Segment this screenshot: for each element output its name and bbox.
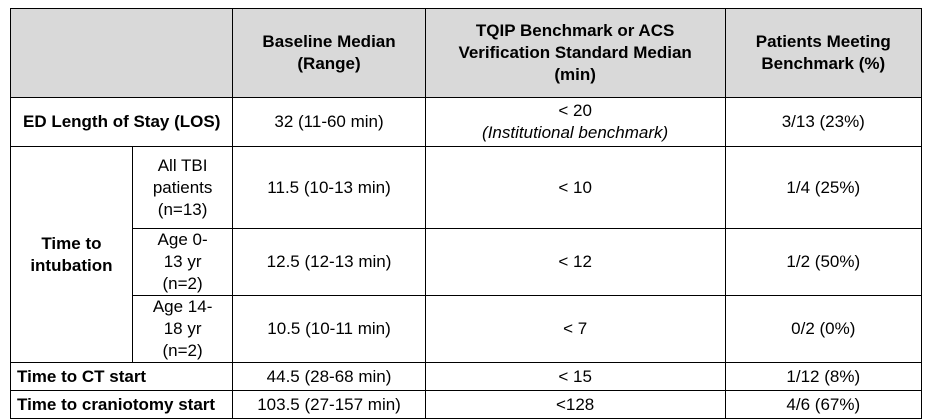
header-cell: Patients Meeting Benchmark (%) xyxy=(724,8,923,98)
row: ED Length of Stay (LOS) 32 (11-60 min) <… xyxy=(9,97,923,147)
cell: 10.5 (10-11 min) xyxy=(232,295,426,363)
cell: 12.5 (12-13 min) xyxy=(232,228,426,296)
header-cell: Baseline Median (Range) xyxy=(232,8,426,98)
benchmark-table: Baseline Median (Range) TQIP Benchmark o… xyxy=(9,8,923,419)
note: (Institutional benchmark) xyxy=(482,123,669,142)
sub-label: All TBI patients (n=13) xyxy=(131,146,234,229)
row: Time to craniotomy start 103.5 (27-157 m… xyxy=(9,390,923,419)
cell: 103.5 (27-157 min) xyxy=(232,390,426,419)
benchmark: < 20 xyxy=(558,101,592,120)
cell: 44.5 (28-68 min) xyxy=(232,362,426,391)
header-cell: TQIP Benchmark or ACS Verification Stand… xyxy=(424,8,726,98)
cell: 3/13 (23%) xyxy=(724,97,923,147)
cell: 1/4 (25%) xyxy=(724,146,923,229)
cell: 0/2 (0%) xyxy=(724,295,923,363)
row-label: Time to craniotomy start xyxy=(9,390,234,419)
cell: < 15 xyxy=(424,362,726,391)
cell: < 10 xyxy=(424,146,726,229)
row: Time to intubation All TBI patients (n=1… xyxy=(10,146,923,363)
header-row: Baseline Median (Range) TQIP Benchmark o… xyxy=(9,8,923,98)
row-label: Time to CT start xyxy=(9,362,234,391)
row-label: ED Length of Stay (LOS) xyxy=(9,97,234,147)
cell: < 7 xyxy=(424,295,726,363)
cell: < 12 xyxy=(424,228,726,296)
header-blank xyxy=(9,8,234,98)
sub-label: Age 0-13 yr (n=2) xyxy=(131,228,234,296)
cell: < 20 (Institutional benchmark) xyxy=(424,97,726,147)
cell: 1/2 (50%) xyxy=(724,228,923,296)
row: Time to CT start 44.5 (28-68 min) < 15 1… xyxy=(9,362,923,391)
sub-label: Age 14-18 yr (n=2) xyxy=(131,295,234,363)
row: Age 0-13 yr (n=2) 12.5 (12-13 min) < 12 … xyxy=(11,228,923,296)
cell: 11.5 (10-13 min) xyxy=(232,146,426,229)
cell: <128 xyxy=(424,390,726,419)
cell: 1/12 (8%) xyxy=(724,362,923,391)
cell: 32 (11-60 min) xyxy=(232,97,426,147)
row: Age 14-18 yr (n=2) 10.5 (10-11 min) < 7 … xyxy=(11,295,923,363)
cell: 4/6 (67%) xyxy=(724,390,923,419)
group-label: Time to intubation xyxy=(10,146,133,363)
